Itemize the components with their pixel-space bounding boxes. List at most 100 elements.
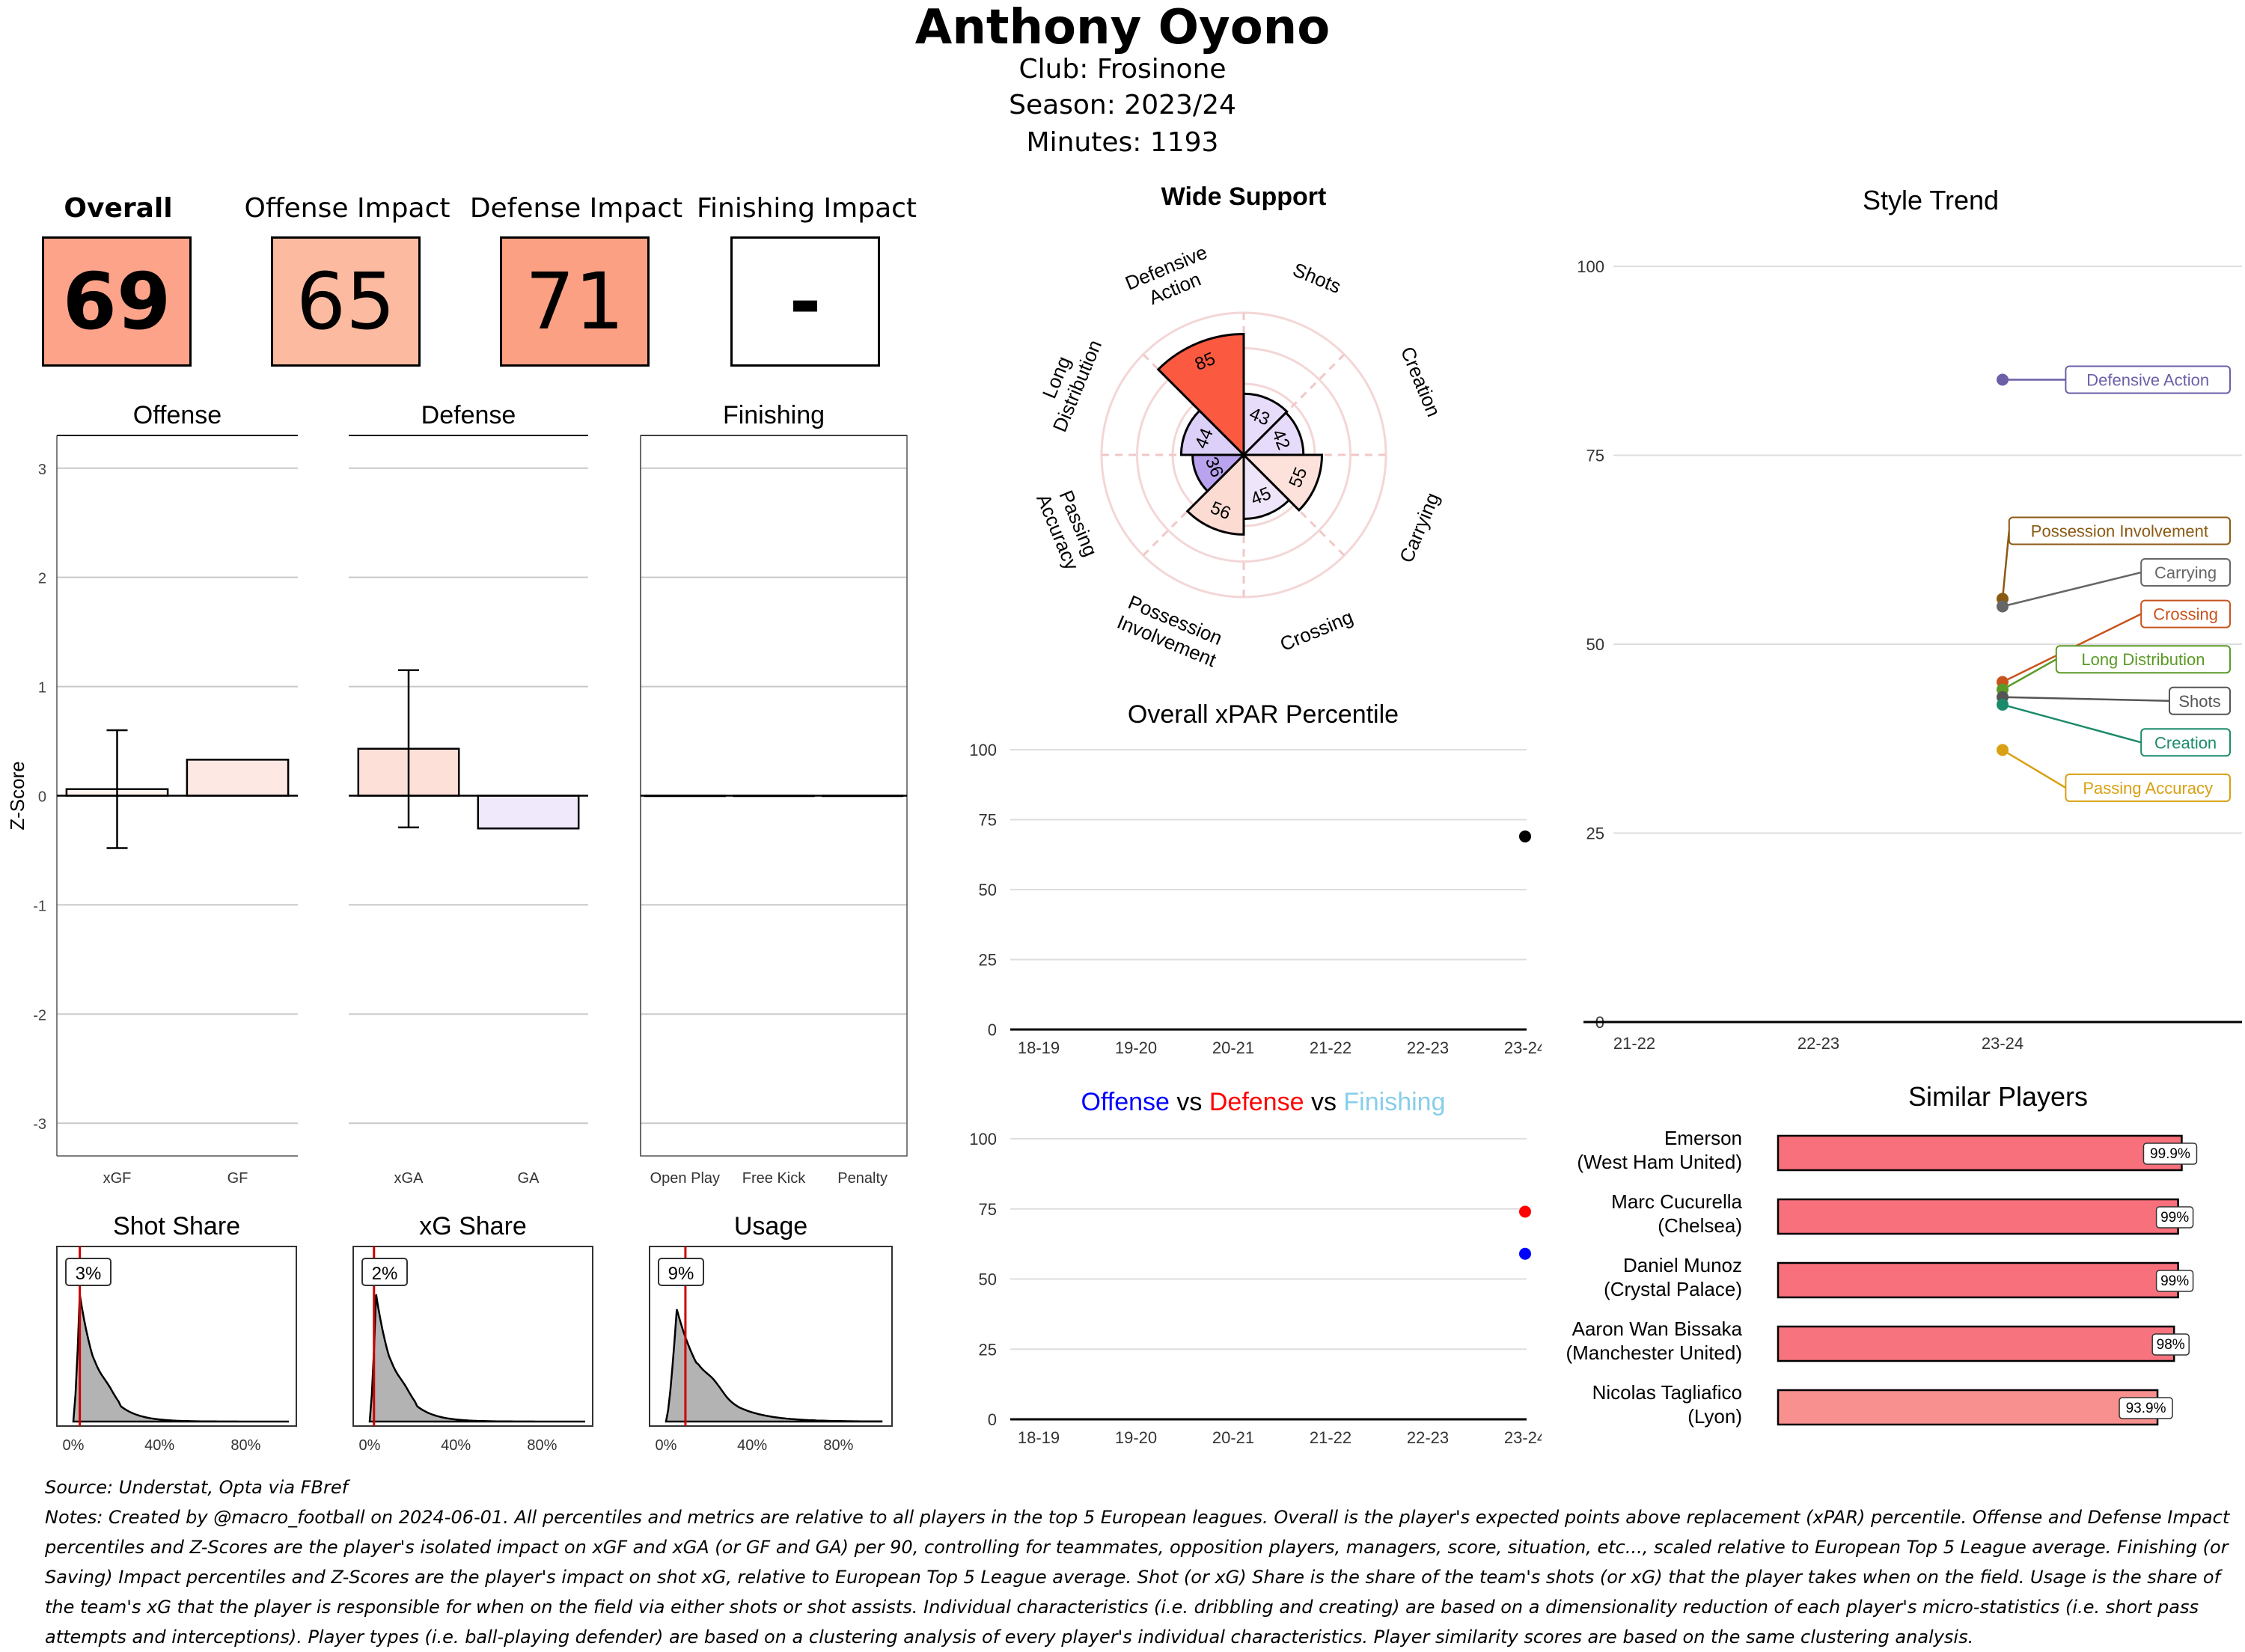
season-point (1519, 830, 1531, 842)
minutes-value: 1193 (1149, 127, 1219, 158)
trend-label-box (2065, 365, 2232, 394)
trend-label-box (2169, 686, 2231, 715)
y-tick-label: 25 (1586, 825, 1604, 843)
value-label: 2% (372, 1264, 398, 1284)
y-tick-label: 25 (979, 1340, 997, 1359)
y-tick-label: 0 (988, 1410, 997, 1429)
density-tick-label: 0% (359, 1437, 381, 1454)
x-tick-label: 22-23 (1407, 1428, 1449, 1447)
trend-connector (2002, 749, 2067, 789)
similarity-label: 93.9% (2126, 1401, 2166, 1416)
radar-category-label: Crossing (1277, 605, 1356, 655)
style-trend-title: Style Trend (1863, 185, 1999, 215)
trend-label: Long Distribution (2081, 650, 2205, 669)
similarity-label: 99% (2160, 1273, 2189, 1289)
zscore-category-label: Penalty (837, 1170, 888, 1187)
xpar-title: Overall xPAR Percentile (1128, 700, 1399, 729)
radar-spoke (1242, 353, 1346, 456)
title-part: vs (1304, 1088, 1337, 1116)
club-value: Frosinone (1096, 54, 1227, 85)
x-tick-label: 21-22 (1613, 1034, 1655, 1053)
x-tick-label: 18-19 (1018, 1428, 1060, 1447)
value-label-box (658, 1258, 704, 1286)
similarity-label-box (2155, 1206, 2194, 1229)
similar-player-club: (Lyon) (1687, 1405, 1742, 1428)
similar-player-name: Aaron Wan Bissaka (1572, 1318, 1743, 1340)
trend-label-box (2055, 645, 2231, 674)
y-tick-label: 100 (1577, 257, 1604, 276)
offense-defense-finishing-chart: Offense vs Defense vs Finishing 0 25 50 75 10… (969, 1088, 1542, 1447)
similarity-label: 99% (2160, 1210, 2189, 1226)
trend-point (1997, 698, 2009, 711)
density-panel-title: xG Share (419, 1212, 527, 1240)
season-value: 2023/24 (1124, 90, 1236, 120)
x-tick-label: 22-23 (1407, 1038, 1449, 1057)
y-tick-label: 75 (1586, 447, 1604, 465)
y-tick-label: 50 (979, 1270, 997, 1289)
similar-players-chart: Similar Players Emerson(West Ham United) 9… (1566, 1081, 2198, 1428)
trend-connector (2002, 571, 2142, 608)
trend-label-box (2008, 516, 2231, 545)
zscore-tick-label: 0 (38, 789, 46, 806)
similarity-label-box (2142, 1142, 2198, 1165)
y-tick-label: 100 (969, 1130, 997, 1148)
radar-category-label: PossessionInvolvement (1114, 590, 1229, 671)
similar-player-name: Nicolas Tagliafico (1592, 1381, 1742, 1404)
trend-point (1997, 373, 2009, 386)
density-tick-label: 40% (737, 1437, 767, 1454)
zscore-panel-title: Defense (421, 401, 516, 429)
density-panel-shot-share: Shot Share 3% 0% 40% 80% (56, 1212, 297, 1454)
trend-label-box (2065, 773, 2232, 802)
radar-wedge-possession-involvement (1185, 452, 1245, 536)
zscore-tick-label: -1 (33, 898, 46, 914)
y-tick-label: 0 (988, 1021, 997, 1039)
similarity-label: 98% (2157, 1337, 2185, 1353)
zscore-category-label: Free Kick (742, 1170, 806, 1187)
zscore-panel-title: Offense (133, 401, 222, 429)
y-tick-label: 75 (979, 811, 997, 830)
similar-player-name: Daniel Munoz (1623, 1254, 1742, 1276)
similar-player-name: Emerson (1664, 1127, 1742, 1149)
similar-player-club: (Chelsea) (1658, 1214, 1742, 1237)
trend-connector (2002, 703, 2142, 744)
similar-player-name: Marc Cucurella (1611, 1190, 1742, 1213)
similar-player-bar (1777, 1198, 2179, 1235)
similar-player-bar (1777, 1389, 2159, 1426)
season-point (1519, 1205, 1531, 1218)
zscore-axis-label: Z-Score (6, 761, 28, 830)
radar-category-label: Shots (1290, 258, 1345, 298)
wide-support-radar: Wide Support43Shots42Creation55Carrying4… (1027, 183, 1445, 672)
y-tick-label: 100 (969, 741, 997, 759)
title-part: Offense (1081, 1088, 1170, 1116)
radar-category-label: LongDistribution (1027, 328, 1106, 435)
zscore-tick-label: 1 (38, 680, 46, 697)
zscore-bar-gf (186, 759, 290, 797)
value-label-box (361, 1258, 408, 1286)
season-point (1519, 1247, 1531, 1260)
kpi-overall-value: 69 (42, 236, 192, 367)
kpi-offense-title: Offense Impact (244, 193, 450, 224)
kpi-finishing-title: Finishing Impact (696, 193, 917, 224)
radar-category-label: DefensiveAction (1122, 241, 1219, 316)
minutes-line: Minutes: 1193 (0, 127, 2245, 158)
x-tick-label: 19-20 (1115, 1038, 1157, 1057)
zscore-tick-label: 2 (38, 571, 46, 587)
density-curve (665, 1309, 883, 1423)
radar-title: Wide Support (1161, 183, 1327, 211)
density-tick-label: 40% (144, 1437, 174, 1454)
zscore-tick-label: 3 (38, 462, 46, 478)
similar-player-club: (Crystal Palace) (1604, 1278, 1742, 1300)
xpar-percentile-chart: Overall xPAR Percentile 0 25 50 75 100 18-19 19… (969, 700, 1542, 1057)
trend-label: Defensive Action (2086, 371, 2209, 390)
club-line: Club: Frosinone (0, 54, 2245, 85)
x-tick-label: 21-22 (1310, 1038, 1351, 1057)
kpi-offense-value: 65 (271, 236, 421, 367)
trend-label: Passing Accuracy (2083, 779, 2213, 798)
ovdf-title: Offense vs Defense vs Finishing (1081, 1088, 1446, 1116)
title-part: Finishing (1337, 1088, 1446, 1116)
season-line: Season: 2023/24 (0, 90, 2245, 120)
season-label: Season: (1009, 90, 1116, 120)
trend-label: Crossing (2153, 605, 2218, 624)
y-tick-label: 50 (1586, 635, 1604, 654)
x-tick-label: 23-24 (1504, 1038, 1542, 1057)
